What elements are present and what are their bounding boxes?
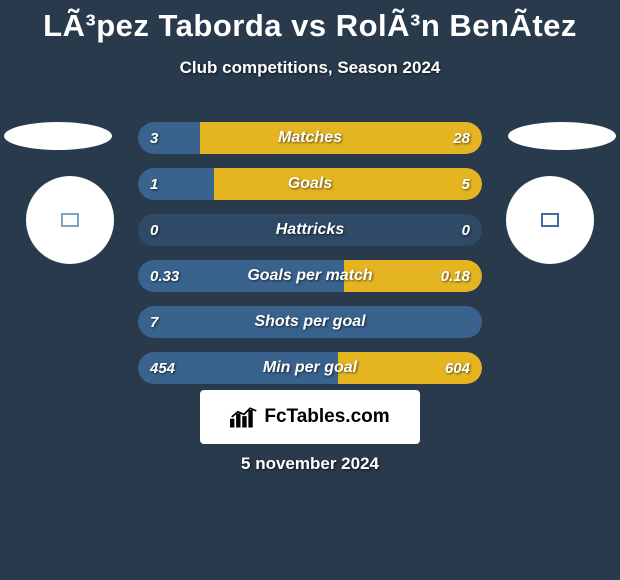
stat-row: Min per goal454 604 (138, 352, 482, 384)
stat-left-value: 1 (150, 168, 158, 200)
stat-label: Goals (138, 168, 482, 200)
stat-left-value: 454 (150, 352, 175, 384)
stat-label: Min per goal (138, 352, 482, 384)
stat-row: Hattricks0 0 (138, 214, 482, 246)
stat-row: Goals1 5 (138, 168, 482, 200)
stat-row: Shots per goal7 (138, 306, 482, 338)
stat-row: Goals per match0.33 0.18 (138, 260, 482, 292)
stat-left-value: 3 (150, 122, 158, 154)
page-title: LÃ³pez Taborda vs RolÃ³n BenÃ­tez (0, 0, 620, 44)
stat-bars: Matches3 28 Goals1 5 Hattricks0 0 Goals per ma… (138, 122, 482, 398)
brand-text: FcTables.com (264, 406, 389, 428)
player-left-badge-icon (61, 213, 79, 227)
stat-left-value: 0 (150, 214, 158, 246)
stat-right-value: 28 (453, 122, 470, 154)
player-left-ellipse (4, 122, 112, 150)
comparison-widget: LÃ³pez Taborda vs RolÃ³n BenÃ­tez Club c… (0, 0, 620, 580)
player-right-ellipse (508, 122, 616, 150)
stat-label: Shots per goal (138, 306, 482, 338)
stat-label: Hattricks (138, 214, 482, 246)
stat-right-value: 0 (462, 214, 470, 246)
player-left-badge (26, 176, 114, 264)
stat-left-value: 7 (150, 306, 158, 338)
stat-right-value: 5 (462, 168, 470, 200)
stat-label: Matches (138, 122, 482, 154)
player-right-badge (506, 176, 594, 264)
stat-right-value: 0.18 (441, 260, 470, 292)
footer-date: 5 november 2024 (0, 454, 620, 474)
brand-chart-icon (230, 406, 258, 428)
stat-right-value: 604 (445, 352, 470, 384)
stat-row: Matches3 28 (138, 122, 482, 154)
stat-label: Goals per match (138, 260, 482, 292)
stat-left-value: 0.33 (150, 260, 179, 292)
subtitle: Club competitions, Season 2024 (0, 58, 620, 78)
player-right-badge-icon (541, 213, 559, 227)
brand-footer[interactable]: FcTables.com (200, 390, 420, 444)
